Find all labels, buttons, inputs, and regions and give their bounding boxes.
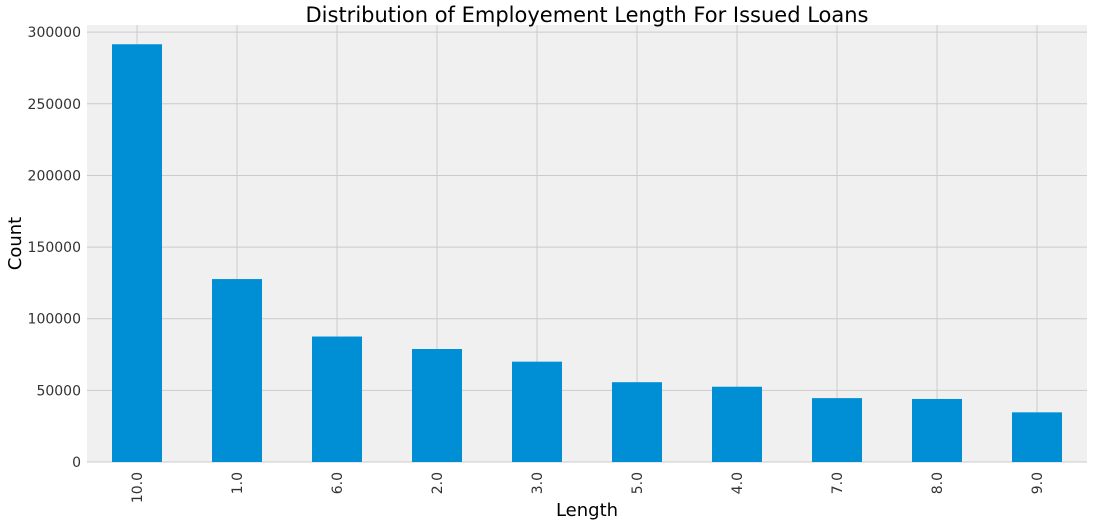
y-tick-label: 50000	[36, 383, 81, 399]
x-tick-label: 6.0	[330, 472, 346, 494]
x-tick-labels: 10.0 1.0 6.0 2.0 3.0 5.0 4.0 7.0 8.0 9.0	[130, 472, 1046, 503]
x-tick-label: 8.0	[930, 472, 946, 494]
bar-4.0	[712, 386, 762, 462]
y-axis-label: Count	[5, 217, 26, 270]
y-tick-label: 250000	[28, 97, 81, 113]
x-tick-label: 5.0	[630, 472, 646, 494]
bar-8.0	[912, 398, 962, 462]
x-tick-label: 1.0	[230, 472, 246, 494]
y-tick-label: 100000	[28, 312, 81, 328]
bar-9.0	[1012, 412, 1062, 462]
x-tick-label: 3.0	[530, 472, 546, 494]
x-tick-label: 2.0	[430, 472, 446, 494]
x-tick-label: 4.0	[730, 472, 746, 494]
x-tick-label: 9.0	[1030, 472, 1046, 494]
bar-10.0	[112, 44, 162, 462]
bar-3.0	[512, 361, 562, 462]
bar-2.0	[412, 348, 462, 462]
bar-5.0	[612, 382, 662, 462]
x-tick-label: 10.0	[130, 472, 146, 503]
bar-6.0	[312, 336, 362, 462]
y-tick-label: 200000	[28, 168, 81, 184]
bar-1.0	[212, 279, 262, 462]
bar-7.0	[812, 398, 862, 462]
y-tick-label: 0	[72, 455, 81, 471]
y-tick-labels: 0 50000 100000 150000 200000 250000 300000	[28, 25, 81, 471]
bars	[112, 44, 1062, 462]
x-axis-label: Length	[556, 500, 618, 521]
y-tick-label: 150000	[28, 240, 81, 256]
chart-title: Distribution of Employement Length For I…	[306, 3, 869, 27]
x-tick-label: 7.0	[830, 472, 846, 494]
y-tick-label: 300000	[28, 25, 81, 41]
